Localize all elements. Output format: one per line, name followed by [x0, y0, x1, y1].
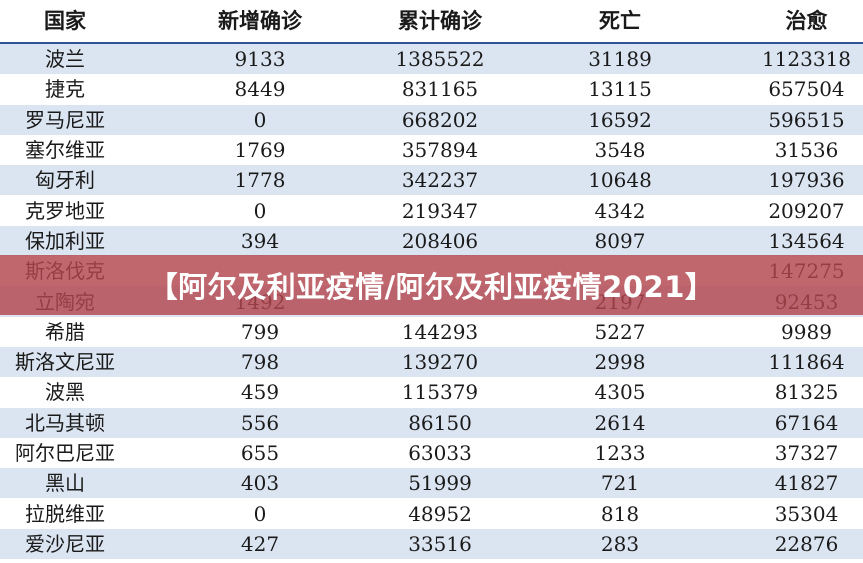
header-country: 国家: [44, 8, 86, 33]
cell-recovered: 134564: [768, 228, 845, 253]
cell-recovered: 67164: [774, 410, 839, 435]
cell-recovered: 41827: [774, 471, 839, 496]
header-total-cases: 累计确诊: [398, 8, 482, 33]
header-deaths: 死亡: [599, 8, 641, 33]
cell-new-cases: 9133: [234, 47, 286, 72]
table-row: 斯洛文尼亚 798 139270 2998 111864: [0, 346, 863, 378]
cell-recovered: 596515: [768, 107, 845, 132]
cell-country: 匈牙利: [35, 168, 95, 193]
cell-deaths: 4305: [594, 380, 646, 405]
cell-deaths: 721: [600, 471, 640, 496]
cell-deaths: 818: [600, 501, 640, 526]
cell-recovered: 657504: [768, 77, 845, 102]
cell-new-cases: 0: [253, 198, 267, 223]
table-row: 捷克 8449 831165 13115 657504: [0, 74, 863, 105]
cell-recovered: 1123318: [761, 47, 852, 72]
cell-deaths: 4342: [594, 198, 646, 223]
cell-country: 罗马尼亚: [25, 107, 105, 132]
cell-recovered: 197936: [768, 168, 845, 193]
cell-new-cases: 403: [240, 471, 280, 496]
cell-country: 希腊: [45, 319, 85, 344]
cell-deaths: 8097: [594, 228, 646, 253]
cell-country: 斯洛文尼亚: [15, 350, 115, 375]
table-row: 北马其顿 556 86150 2614 67164: [0, 407, 863, 438]
cell-country: 捷克: [45, 77, 85, 102]
cell-new-cases: 0: [253, 107, 267, 132]
cell-new-cases: 1769: [234, 138, 286, 163]
table-row: 保加利亚 394 208406 8097 134564: [0, 225, 863, 257]
cell-deaths: 10648: [588, 168, 652, 193]
cell-deaths: 16592: [588, 107, 652, 132]
cell-deaths: 3548: [594, 138, 646, 163]
table-row: 克罗地亚 0 219347 4342 209207: [0, 195, 863, 226]
cell-new-cases: 459: [240, 380, 280, 405]
cell-deaths: 2998: [594, 350, 646, 375]
cell-deaths: 31189: [588, 47, 652, 72]
header-new-cases: 新增确诊: [218, 8, 302, 33]
cell-total-cases: 63033: [408, 441, 472, 465]
cell-new-cases: 1778: [234, 168, 286, 193]
cell-recovered: 37327: [774, 441, 839, 465]
cell-deaths: 2614: [594, 410, 646, 435]
cell-recovered: 81325: [774, 380, 839, 405]
cell-recovered: 31536: [774, 138, 839, 163]
cell-new-cases: 427: [240, 531, 280, 556]
table-row: 罗马尼亚 0 668202 16592 596515: [0, 104, 863, 135]
cell-recovered: 209207: [768, 198, 845, 223]
cell-total-cases: 1385522: [395, 47, 485, 72]
table-row: 塞尔维亚 1769 357894 3548 31536: [0, 134, 863, 166]
cell-recovered: 9989: [781, 319, 832, 344]
table-header-row: 国家 新增确诊 累计确诊 死亡 治愈: [0, 0, 863, 44]
cell-country: 保加利亚: [25, 228, 105, 253]
cell-new-cases: 655: [240, 441, 280, 465]
cell-total-cases: 342237: [401, 168, 479, 193]
header-recovered: 治愈: [785, 8, 828, 33]
cell-total-cases: 357894: [401, 138, 479, 163]
cell-recovered: 111864: [768, 350, 845, 375]
cell-country: 波黑: [45, 380, 85, 405]
table-row: 阿尔巴尼亚 655 63033 1233 37327: [0, 437, 863, 469]
cell-total-cases: 668202: [401, 107, 479, 132]
cell-country: 阿尔巴尼亚: [15, 441, 115, 465]
table-row: 黑山 403 51999 721 41827: [0, 468, 863, 499]
title-banner: 【阿尔及利亚疫情/阿尔及利亚疫情2021】: [0, 255, 863, 315]
cell-country: 波兰: [45, 47, 85, 72]
cell-total-cases: 208406: [401, 228, 479, 253]
banner-title: 【阿尔及利亚疫情/阿尔及利亚疫情2021】: [148, 270, 715, 304]
cell-total-cases: 115379: [401, 380, 479, 405]
table-row: 爱沙尼亚 427 33516 283 22876: [0, 528, 863, 560]
cell-country: 拉脱维亚: [25, 501, 105, 526]
cell-total-cases: 51999: [408, 471, 472, 496]
cell-total-cases: 139270: [401, 350, 479, 375]
cell-new-cases: 799: [240, 319, 280, 344]
cell-total-cases: 33516: [408, 531, 472, 556]
cell-new-cases: 394: [240, 228, 280, 253]
cell-recovered: 22876: [774, 531, 839, 556]
cell-new-cases: 798: [240, 350, 280, 375]
cell-total-cases: 48952: [408, 501, 472, 526]
cell-deaths: 283: [600, 531, 640, 556]
cell-country: 爱沙尼亚: [25, 531, 105, 556]
cell-new-cases: 0: [253, 501, 267, 526]
cell-total-cases: 86150: [408, 410, 472, 435]
cell-new-cases: 8449: [234, 77, 286, 102]
table-row: 匈牙利 1778 342237 10648 197936: [0, 165, 863, 196]
cell-total-cases: 144293: [401, 319, 479, 344]
cell-recovered: 35304: [774, 501, 839, 526]
cell-country: 克罗地亚: [25, 198, 105, 223]
cell-country: 黑山: [45, 471, 85, 496]
cell-total-cases: 219347: [401, 198, 479, 223]
table-row: 希腊 799 144293 5227 9989: [0, 316, 863, 347]
table-row: 拉脱维亚 0 48952 818 35304: [0, 498, 863, 529]
cell-country: 北马其顿: [25, 410, 105, 435]
table-row: 波兰 9133 1385522 31189 1123318: [0, 44, 863, 75]
cell-deaths: 1233: [594, 441, 646, 465]
cell-country: 塞尔维亚: [25, 138, 105, 163]
table-row: 波黑 459 115379 4305 81325: [0, 377, 863, 408]
cell-new-cases: 556: [240, 410, 280, 435]
cell-total-cases: 831165: [401, 77, 479, 102]
cell-deaths: 5227: [594, 319, 646, 344]
cell-deaths: 13115: [588, 77, 652, 102]
